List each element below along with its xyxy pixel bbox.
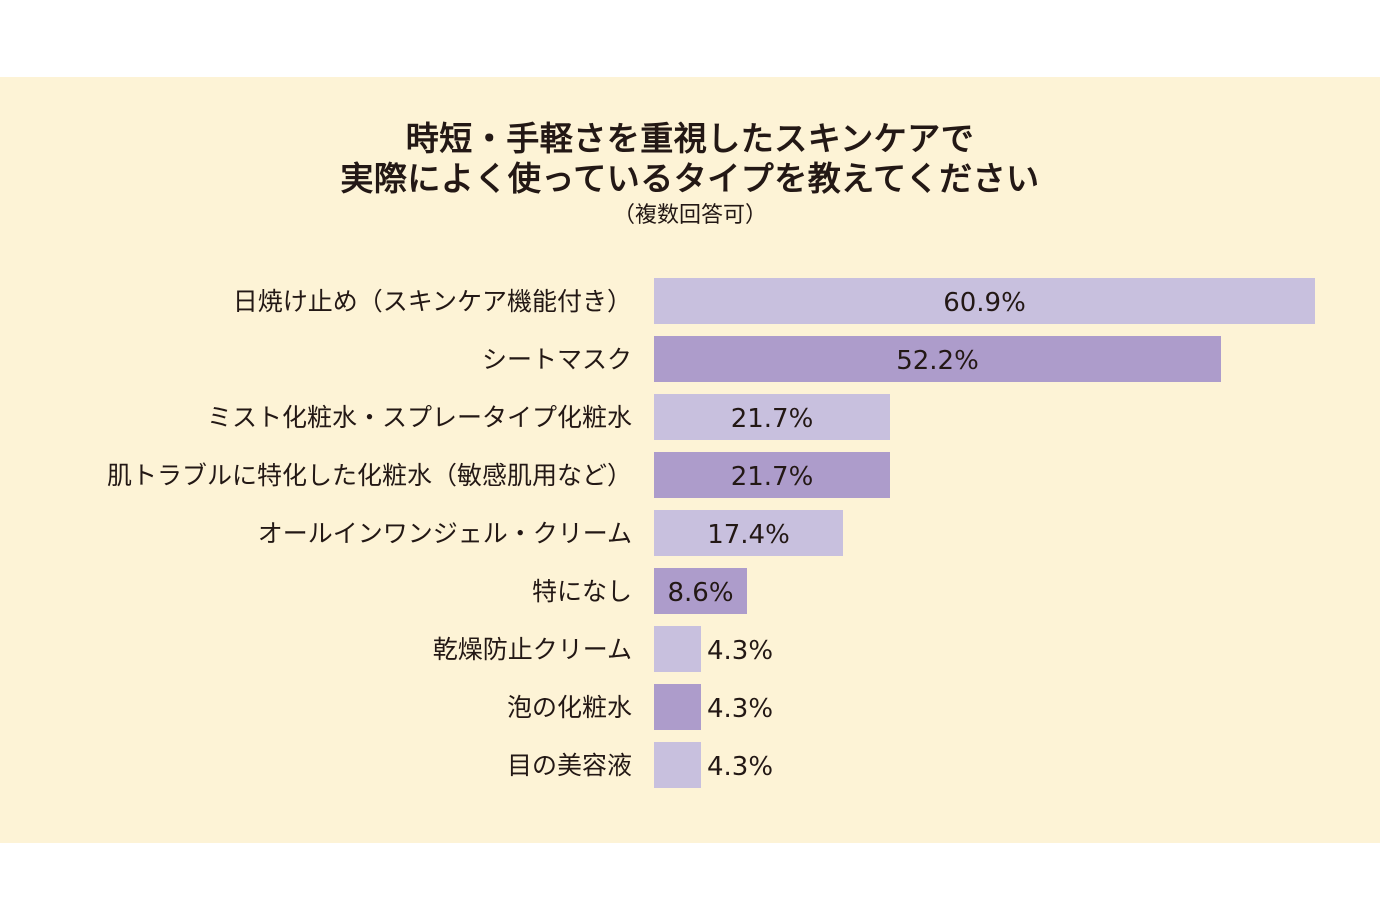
category-label-5: オールインワンジェル・クリーム [258,519,632,548]
bar-6 [654,568,747,614]
bar-4 [654,452,890,498]
category-label-6: 特になし [532,577,632,606]
bar-1 [654,278,1315,324]
bar-7 [654,626,701,672]
chart-title-line-1: 時短・手軽さを重視したスキンケアで [405,119,975,158]
bar-3 [654,394,890,440]
value-label-1: 60.9% [943,288,1026,318]
bar-9 [654,742,701,788]
category-label-9: 目の美容液 [507,751,632,780]
value-label-3: 21.7% [731,404,814,434]
category-label-7: 乾燥防止クリーム [433,635,632,664]
chart-title-line-2: 実際によく使っているタイプを教えてください [340,159,1040,198]
category-label-3: ミスト化粧水・スプレータイプ化粧水 [207,403,632,432]
category-label-2: シートマスク [482,345,632,374]
category-label-8: 泡の化粧水 [507,693,632,722]
bar-2 [654,336,1221,382]
bar-8 [654,684,701,730]
chart-subtitle: （複数回答可） [612,203,767,228]
value-label-9: 4.3% [707,752,773,782]
value-label-5: 17.4% [707,520,790,550]
value-label-2: 52.2% [896,346,979,376]
value-label-8: 4.3% [707,694,773,724]
value-label-4: 21.7% [731,462,814,492]
value-label-6: 8.6% [667,578,733,608]
bar-5 [654,510,843,556]
category-label-4: 肌トラブルに特化した化粧水（敏感肌用など） [107,461,632,490]
category-label-1: 日焼け止め（スキンケア機能付き） [233,287,632,316]
value-label-7: 4.3% [707,636,773,666]
